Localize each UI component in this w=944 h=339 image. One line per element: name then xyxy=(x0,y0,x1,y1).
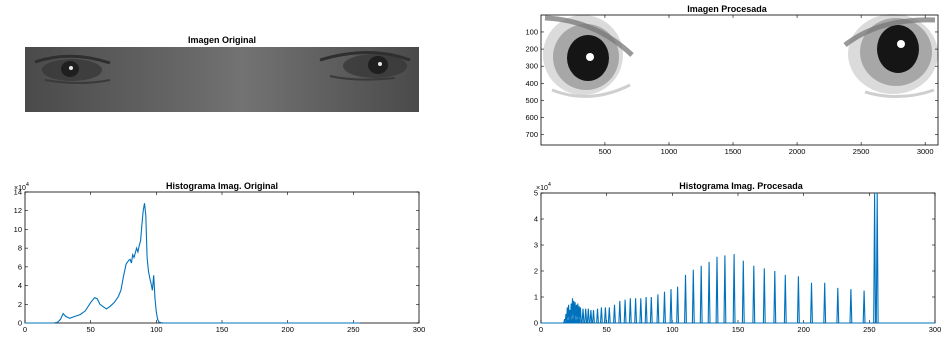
processed-histogram-xtick-label: 250 xyxy=(863,325,876,334)
processed-image-xtick-label: 1500 xyxy=(725,147,742,156)
original-histogram-ytick-label: 4 xyxy=(18,281,22,290)
processed-image-ytick-label: 500 xyxy=(525,96,538,105)
original-histogram-ytick-label: 8 xyxy=(18,244,22,253)
original-histogram-ytick-label: 14 xyxy=(14,188,22,197)
original-histogram-title: Histograma Imag. Original xyxy=(166,181,278,191)
processed-image-ticks: 500 1000 1500 2000 2500 3000 100 200 300 400 500 60… xyxy=(525,15,938,156)
processed-histogram-ytick-label: 5 xyxy=(534,189,538,198)
processed-histogram-ytick-label: 1 xyxy=(534,293,538,302)
original-histogram-ytick-label: 12 xyxy=(14,206,22,215)
original-histogram-exponent: ×104 xyxy=(14,182,29,192)
processed-image-xtick-label: 1000 xyxy=(661,147,678,156)
processed-histogram-ytick-label: 0 xyxy=(534,319,538,328)
original-histogram-xtick-label: 150 xyxy=(216,325,229,334)
processed-image-xtick-label: 2500 xyxy=(853,147,870,156)
original-image-title: Imagen Original xyxy=(188,35,256,45)
processed-image-ytick-label: 600 xyxy=(525,113,538,122)
processed-image-ytick-label: 200 xyxy=(525,45,538,54)
processed-image-xtick-label: 3000 xyxy=(917,147,934,156)
processed-histogram-line xyxy=(541,192,935,324)
processed-histogram-xtick-label: 0 xyxy=(539,325,543,334)
processed-histogram-ytick-label: 4 xyxy=(534,215,538,224)
processed-right-eye xyxy=(843,14,938,99)
processed-image-title: Imagen Procesada xyxy=(687,4,768,14)
original-histogram-xtick-label: 300 xyxy=(413,325,426,334)
processed-histogram-axes xyxy=(540,192,936,324)
original-histogram-xtick-label: 200 xyxy=(281,325,294,334)
processed-image-ytick-label: 100 xyxy=(525,27,538,36)
processed-histogram-xtick-label: 150 xyxy=(732,325,745,334)
processed-histogram-xtick-label: 200 xyxy=(797,325,810,334)
original-histogram-ytick-label: 6 xyxy=(18,262,22,271)
original-histogram-ytick-label: 2 xyxy=(18,300,22,309)
processed-image-ytick-label: 700 xyxy=(525,130,538,139)
original-histogram-axes xyxy=(24,191,420,324)
panel-original-image: Imagen Original xyxy=(25,35,419,112)
panel-processed-histogram: Histograma Imag. Procesada ×104 0 50 100 15… xyxy=(534,181,941,334)
original-histogram-xtick-label: 100 xyxy=(150,325,163,334)
processed-histogram-xtick-label: 300 xyxy=(929,325,942,334)
processed-histogram-ytick-label: 3 xyxy=(534,241,538,250)
processed-image-xtick-label: 500 xyxy=(599,147,612,156)
processed-left-eye xyxy=(543,15,634,98)
processed-histogram-title: Histograma Imag. Procesada xyxy=(679,181,804,191)
processed-image-ytick-label: 400 xyxy=(525,79,538,88)
processed-image xyxy=(540,14,939,146)
processed-histogram-xtick-label: 50 xyxy=(602,325,610,334)
original-histogram-xtick-label: 0 xyxy=(23,325,27,334)
original-image xyxy=(25,47,419,112)
original-histogram-ytick-label: 0 xyxy=(18,319,22,328)
processed-histogram-ytick-label: 2 xyxy=(534,267,538,276)
original-histogram-ytick-label: 10 xyxy=(14,225,22,234)
processed-image-ytick-label: 300 xyxy=(525,62,538,71)
processed-histogram-xtick-label: 100 xyxy=(666,325,679,334)
panel-original-histogram: Histograma Imag. Original ×104 0 50 100 150… xyxy=(14,181,426,334)
original-histogram-xtick-label: 50 xyxy=(86,325,94,334)
original-histogram-line xyxy=(25,203,360,324)
processed-image-xtick-label: 2000 xyxy=(789,147,806,156)
processed-histogram-exponent: ×104 xyxy=(536,182,551,192)
panel-processed-image: Imagen Procesada 500 1000 1500 2000 2500 xyxy=(525,4,939,156)
original-histogram-xtick-label: 250 xyxy=(347,325,360,334)
original-histogram-ticks: 0 50 100 150 200 250 300 0 2 4 6 8 10 12 14 xyxy=(14,188,426,335)
